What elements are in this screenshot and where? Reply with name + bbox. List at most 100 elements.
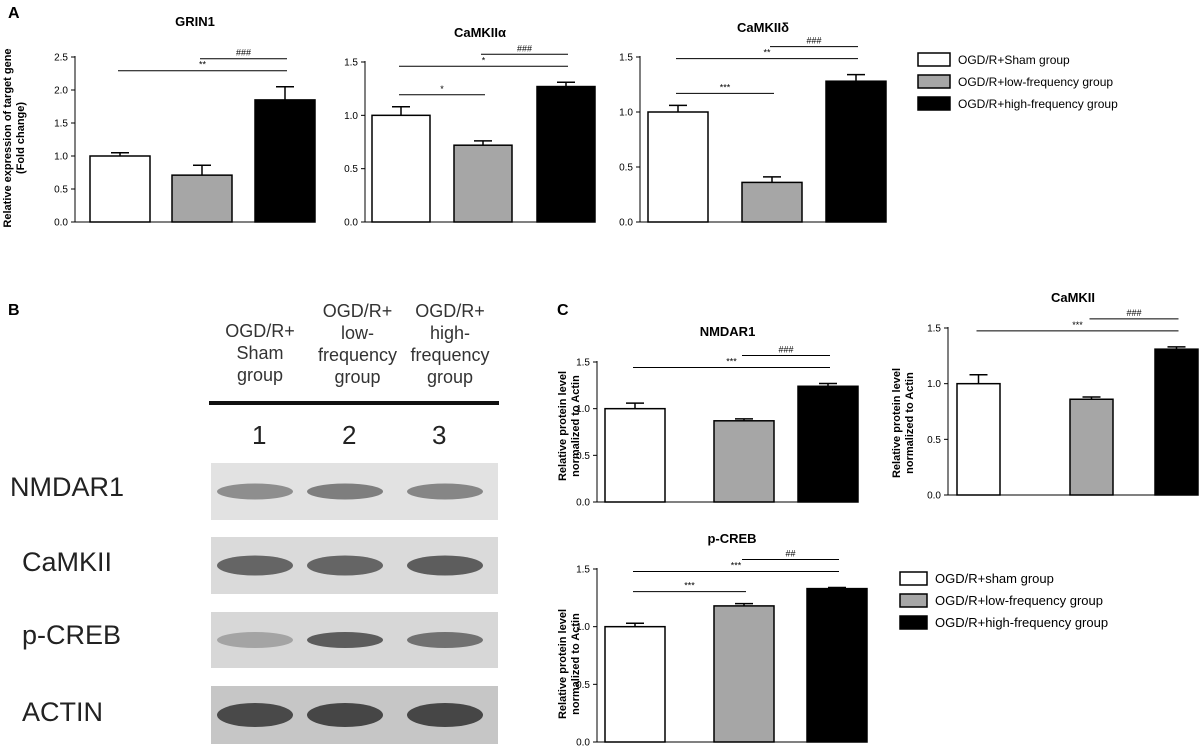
bar-chart-4: 0.0 0.5 1.0 1.5 CaMKII ### ***	[927, 290, 1199, 502]
y-tick-label: 0.5	[619, 163, 633, 174]
legend-panel-a: OGD/R+Sham group OGD/R+low-frequency grou…	[917, 52, 1118, 111]
y-axis-label-camkii: Relative protein levelnormalized to Acti…	[891, 368, 916, 478]
bar-chart-0: 0.0 0.5 1.0 1.5 2.0 2.5 GRIN1 ### **	[54, 14, 316, 229]
bar-1	[1069, 398, 1114, 496]
significance-label: ###	[806, 36, 821, 46]
significance-label: *	[482, 55, 486, 65]
y-tick-label: 1.5	[927, 324, 941, 335]
y-tick-label: 1.0	[344, 111, 358, 122]
lane-number-2: 2	[342, 420, 357, 450]
significance-label: ###	[778, 344, 793, 354]
y-tick-label: 0.0	[927, 491, 941, 502]
legend-swatch	[899, 593, 928, 608]
significance-label: ##	[785, 548, 795, 558]
significance-label: ***	[684, 581, 695, 591]
blot-band	[217, 632, 293, 648]
panel-label-b: B	[8, 302, 20, 319]
y-axis-label-pcreb: Relative protein levelnormalized to Acti…	[557, 609, 582, 719]
bar-1	[453, 144, 513, 223]
y-tick-label: 1.5	[619, 53, 633, 64]
bar-chart-2: 0.0 0.5 1.0 1.5 CaMKIIδ *** ### **	[619, 20, 887, 229]
legend-swatch	[917, 96, 951, 111]
blot-header-lane-2: OGD/R+ low- frequency group	[317, 301, 398, 387]
y-tick-label: 0.0	[576, 738, 590, 749]
blot-row-label-actin: ACTIN	[22, 697, 103, 727]
y-tick-label: 1.5	[54, 119, 68, 130]
legend-swatch	[899, 615, 928, 630]
chart-title: NMDAR1	[700, 324, 756, 339]
chart-title: CaMKIIδ	[737, 20, 789, 35]
significance-label: ***	[1072, 320, 1083, 330]
legend-label: OGD/R+sham group	[935, 571, 1054, 586]
legend-label: OGD/R+low-frequency group	[935, 593, 1103, 608]
blot-band	[217, 483, 293, 500]
y-tick-label: 0.0	[54, 218, 68, 229]
bar-2	[797, 385, 859, 503]
y-tick-label: 1.0	[54, 152, 68, 163]
y-tick-label: 1.0	[927, 379, 941, 390]
significance-label: *	[440, 84, 444, 94]
bar-chart-1: 0.0 0.5 1.0 1.5 CaMKIIα * ### *	[344, 25, 596, 229]
blot-band	[407, 483, 483, 500]
significance-label: ###	[236, 48, 251, 58]
bar-0	[956, 382, 1001, 496]
legend-layer: OGD/R+Sham group OGD/R+low-frequency grou…	[899, 52, 1118, 630]
blot-band	[407, 555, 483, 576]
legend-swatch	[917, 52, 951, 67]
blot-band	[307, 483, 383, 500]
y-tick-label: 0.5	[576, 680, 590, 691]
chart-title: CaMKII	[1051, 290, 1095, 305]
y-tick-label: 1.0	[576, 622, 590, 633]
bar-1	[171, 174, 233, 223]
legend-label: OGD/R+high-frequency group	[958, 97, 1118, 111]
y-tick-label: 0.5	[576, 451, 590, 462]
blot-band	[307, 555, 383, 576]
significance-label: ***	[726, 356, 737, 366]
chart-title: p-CREB	[707, 531, 756, 546]
bar-1	[713, 420, 775, 503]
blot-band	[217, 555, 293, 576]
western-blot	[209, 401, 499, 746]
blot-band	[407, 632, 483, 648]
blot-band	[407, 703, 483, 727]
bar-2	[825, 80, 887, 223]
significance-label: ###	[1126, 308, 1141, 318]
y-tick-label: 0.0	[344, 218, 358, 229]
blot-header-lane-1: OGD/R+ Sham group	[225, 321, 295, 385]
lane-number-1: 1	[252, 420, 267, 450]
bar-0	[371, 114, 431, 223]
legend-panel-c: OGD/R+sham group OGD/R+low-frequency grou…	[899, 571, 1108, 630]
panel-label-c: C	[557, 302, 569, 319]
y-tick-label: 2.5	[54, 53, 68, 64]
bar-1	[713, 605, 775, 743]
y-tick-label: 1.5	[576, 358, 590, 369]
bar-1	[741, 181, 803, 223]
significance-label: **	[199, 60, 207, 70]
bar-chart-5: 0.0 0.5 1.0 1.5 p-CREB *** ## ***	[576, 531, 868, 749]
blot-header-lane-3: OGD/R+ high- frequency group	[410, 301, 490, 387]
y-tick-label: 1.0	[576, 404, 590, 415]
chart-title: CaMKIIα	[454, 25, 506, 40]
bar-0	[89, 155, 151, 223]
blot-strip-3	[211, 686, 498, 744]
panel-label-a: A	[8, 5, 20, 22]
y-tick-label: 0.5	[927, 435, 941, 446]
y-tick-label: 0.0	[576, 498, 590, 509]
blot-row-label-nmdar1: NMDAR1	[10, 472, 125, 502]
y-tick-label: 1.0	[619, 108, 633, 119]
bar-0	[604, 625, 666, 743]
blot-band	[217, 703, 293, 727]
blot-strips	[211, 463, 498, 744]
legend-label: OGD/R+high-frequency group	[935, 615, 1108, 630]
bar-0	[647, 111, 709, 223]
chart-title: GRIN1	[175, 14, 215, 29]
blot-band	[307, 703, 383, 727]
bar-2	[254, 99, 316, 223]
blot-row-label-pcreb: p-CREB	[22, 620, 122, 650]
y-tick-label: 1.5	[344, 58, 358, 69]
lane-number-3: 3	[432, 420, 447, 450]
blot-strip-0	[211, 463, 498, 520]
y-tick-label: 0.5	[344, 164, 358, 175]
blot-row-label-camkii: CaMKII	[22, 547, 113, 577]
